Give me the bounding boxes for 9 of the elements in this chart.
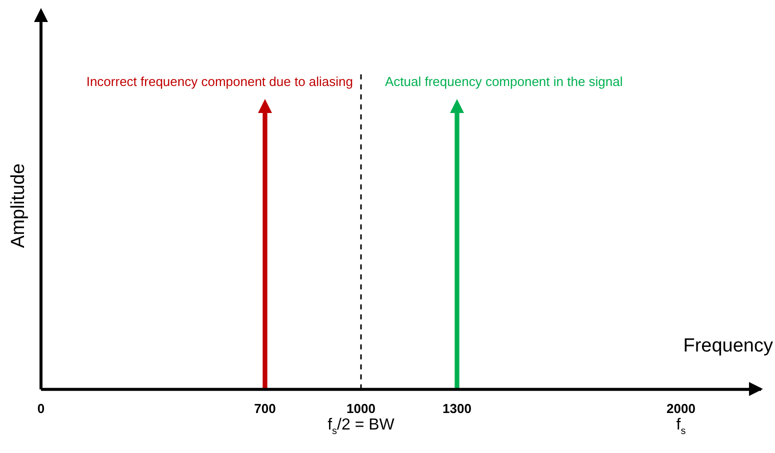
x-tick-label: 2000 [666, 400, 696, 416]
text: Actual frequency component in the signal [385, 74, 623, 89]
text: Incorrect frequency component due to aliasing [86, 74, 354, 89]
x-tick-label: 700 [254, 400, 276, 416]
x-tick-label: 0 [37, 400, 45, 416]
x-axis-title: Frequency [683, 335, 774, 356]
y-axis-title: Amplitude [8, 163, 29, 248]
x-tick-label: 1000 [346, 400, 376, 416]
x-tick-label: 1300 [442, 400, 472, 416]
